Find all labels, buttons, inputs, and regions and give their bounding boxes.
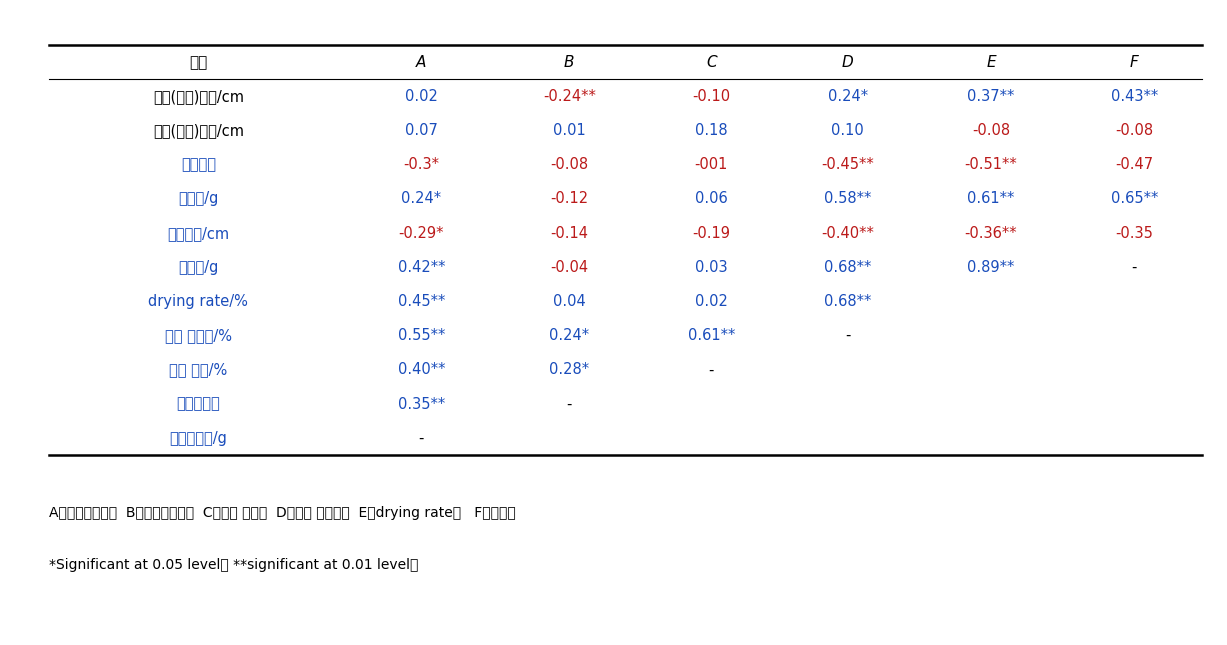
Text: 0.24*: 0.24* bbox=[550, 328, 589, 343]
Text: 종자백립중/g: 종자백립중/g bbox=[169, 431, 227, 446]
Text: 0.10: 0.10 bbox=[831, 123, 864, 138]
Text: -0.08: -0.08 bbox=[1115, 123, 1153, 138]
Text: drying rate/%: drying rate/% bbox=[148, 294, 248, 309]
Text: A：종자백립중，  B：과립종자수，  C：종자 함량，  D：건과 백립중，  E：drying rate，   F：과립중: A：종자백립중， B：과립종자수， C：종자 함량， D：건과 백립중， E：d… bbox=[49, 506, 515, 521]
Text: B: B bbox=[564, 55, 574, 70]
Text: A: A bbox=[416, 55, 427, 70]
Text: 0.07: 0.07 bbox=[405, 123, 438, 138]
Text: 0.40**: 0.40** bbox=[398, 362, 445, 377]
Text: -: - bbox=[709, 362, 714, 377]
Text: 과수(果穗)길이/cm: 과수(果穗)길이/cm bbox=[153, 89, 244, 104]
Text: C: C bbox=[706, 55, 717, 70]
Text: 과수립수: 과수립수 bbox=[180, 157, 216, 172]
Text: -0.35: -0.35 bbox=[1115, 226, 1153, 241]
Text: 0.01: 0.01 bbox=[553, 123, 585, 138]
Text: 0.03: 0.03 bbox=[694, 260, 728, 275]
Text: 0.89**: 0.89** bbox=[967, 260, 1015, 275]
Text: -: - bbox=[567, 397, 572, 412]
Text: 과립중/g: 과립중/g bbox=[178, 260, 218, 275]
Text: -: - bbox=[845, 328, 850, 343]
Text: -0.08: -0.08 bbox=[972, 123, 1010, 138]
Text: E: E bbox=[987, 55, 996, 70]
Text: 0.06: 0.06 bbox=[694, 192, 728, 206]
Text: -0.08: -0.08 bbox=[550, 157, 589, 172]
Text: -0.24**: -0.24** bbox=[542, 89, 596, 104]
Text: -0.14: -0.14 bbox=[551, 226, 588, 241]
Text: 0.24*: 0.24* bbox=[401, 192, 442, 206]
Text: -0.40**: -0.40** bbox=[821, 226, 874, 241]
Text: 0.28*: 0.28* bbox=[550, 362, 589, 377]
Text: 0.02: 0.02 bbox=[405, 89, 438, 104]
Text: 0.02: 0.02 bbox=[694, 294, 728, 309]
Text: 0.42**: 0.42** bbox=[398, 260, 445, 275]
Text: 과수중/g: 과수중/g bbox=[178, 192, 218, 206]
Text: 종자 함량/%: 종자 함량/% bbox=[169, 362, 227, 377]
Text: -0.51**: -0.51** bbox=[964, 157, 1017, 172]
Text: 0.68**: 0.68** bbox=[825, 260, 871, 275]
Text: 건과 백립중/%: 건과 백립중/% bbox=[164, 328, 232, 343]
Text: 0.18: 0.18 bbox=[694, 123, 728, 138]
Text: -0.45**: -0.45** bbox=[821, 157, 874, 172]
Text: 과립립경/cm: 과립립경/cm bbox=[167, 226, 229, 241]
Text: F: F bbox=[1130, 55, 1139, 70]
Text: *Significant at 0.05 level， **significant at 0.01 level。: *Significant at 0.05 level， **significan… bbox=[49, 558, 418, 572]
Text: 0.35**: 0.35** bbox=[398, 397, 445, 412]
Text: -0.10: -0.10 bbox=[692, 89, 730, 104]
Text: -: - bbox=[418, 431, 425, 446]
Text: -001: -001 bbox=[694, 157, 728, 172]
Text: 0.58**: 0.58** bbox=[825, 192, 871, 206]
Text: 0.55**: 0.55** bbox=[398, 328, 445, 343]
Text: -0.36**: -0.36** bbox=[964, 226, 1017, 241]
Text: 0.45**: 0.45** bbox=[398, 294, 445, 309]
Text: -0.3*: -0.3* bbox=[404, 157, 439, 172]
Text: 0.61**: 0.61** bbox=[687, 328, 735, 343]
Text: -0.04: -0.04 bbox=[550, 260, 589, 275]
Text: 0.43**: 0.43** bbox=[1110, 89, 1158, 104]
Text: 수경(穗梗)길이/cm: 수경(穗梗)길이/cm bbox=[153, 123, 244, 138]
Text: 0.68**: 0.68** bbox=[825, 294, 871, 309]
Text: -: - bbox=[1131, 260, 1137, 275]
Text: -0.47: -0.47 bbox=[1115, 157, 1153, 172]
Text: 0.65**: 0.65** bbox=[1110, 192, 1158, 206]
Text: 형질: 형질 bbox=[189, 55, 207, 70]
Text: -0.12: -0.12 bbox=[550, 192, 589, 206]
Text: 과립종자수: 과립종자수 bbox=[177, 397, 220, 412]
Text: -0.19: -0.19 bbox=[692, 226, 730, 241]
Text: 0.04: 0.04 bbox=[553, 294, 585, 309]
Text: 0.61**: 0.61** bbox=[967, 192, 1015, 206]
Text: D: D bbox=[842, 55, 854, 70]
Text: -0.29*: -0.29* bbox=[399, 226, 444, 241]
Text: 0.24*: 0.24* bbox=[827, 89, 867, 104]
Text: 0.37**: 0.37** bbox=[967, 89, 1015, 104]
